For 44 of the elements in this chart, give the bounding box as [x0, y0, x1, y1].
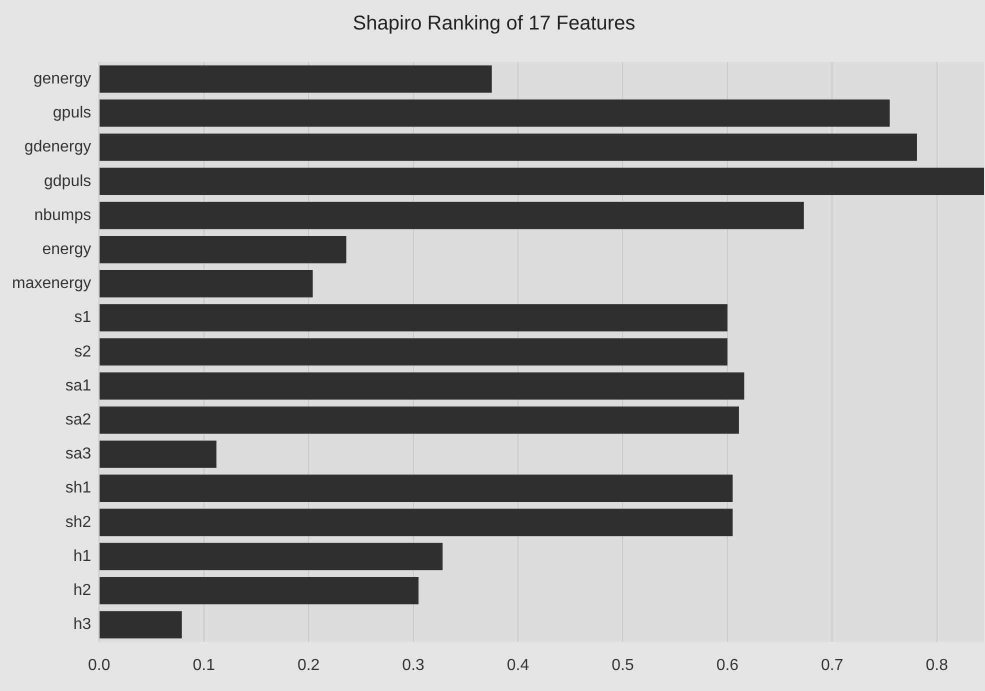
x-tick-label: 0.2	[297, 656, 320, 674]
bar	[100, 372, 744, 400]
x-tick-label: 0.7	[821, 656, 844, 674]
bar	[100, 577, 419, 604]
y-tick-label: h3	[73, 616, 92, 634]
y-tick-label: h2	[73, 582, 92, 600]
y-tick-label: h1	[73, 548, 92, 565]
x-tick-label: 0.0	[88, 656, 110, 674]
y-tick-label: gpuls	[52, 104, 92, 122]
y-tick-label: maxenergy	[12, 275, 92, 292]
y-tick-label: s2	[74, 343, 92, 360]
bar	[100, 270, 313, 298]
y-tick-label: sa3	[65, 446, 92, 463]
x-tick-label: 0.8	[926, 656, 948, 674]
bar	[100, 168, 984, 196]
y-tick-label: nbumps	[34, 206, 92, 224]
y-tick-label: sh2	[65, 514, 92, 531]
bar	[100, 338, 728, 366]
chart-title: Shapiro Ranking of 17 Features	[352, 12, 636, 35]
bar	[100, 202, 804, 230]
x-tick-label: 0.4	[506, 656, 530, 674]
bar	[100, 542, 443, 570]
bar	[100, 65, 492, 93]
y-tick-label: s1	[74, 309, 92, 326]
y-tick-label: sh1	[65, 480, 92, 497]
y-tick-label: sa2	[65, 412, 92, 429]
bar	[100, 100, 890, 127]
bar	[100, 304, 728, 332]
y-tick-label: gdenergy	[24, 138, 92, 156]
bar	[100, 508, 733, 536]
bar	[100, 236, 346, 264]
bar	[100, 134, 917, 161]
x-tick-label: 0.5	[612, 656, 634, 674]
y-tick-label: sa1	[65, 377, 92, 394]
x-tick-label: 0.1	[192, 656, 216, 674]
x-tick-label: 0.3	[402, 656, 425, 674]
y-tick-label: genergy	[33, 70, 92, 88]
bar	[100, 474, 733, 502]
bar	[100, 611, 182, 638]
y-tick-label: gdpuls	[44, 172, 92, 190]
bar	[100, 406, 739, 434]
x-tick-label: 0.6	[716, 656, 739, 674]
y-tick-label: energy	[42, 240, 92, 258]
bar	[100, 440, 216, 468]
